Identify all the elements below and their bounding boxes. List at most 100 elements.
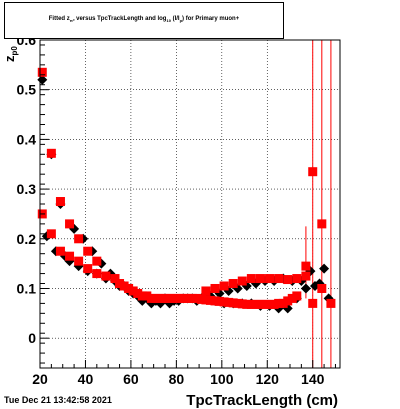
x-tick-label: 80 bbox=[169, 371, 185, 387]
data-point-red bbox=[292, 274, 302, 284]
data-point-red bbox=[201, 295, 211, 305]
data-point-red bbox=[65, 251, 75, 261]
data-point-red bbox=[205, 295, 215, 305]
title-pre: Fitted z bbox=[48, 16, 70, 22]
data-point-red bbox=[160, 293, 170, 303]
data-point-red bbox=[124, 283, 134, 293]
data-point-red bbox=[210, 283, 220, 293]
data-point-red bbox=[269, 299, 279, 309]
data-point-black bbox=[300, 283, 311, 294]
data-point-red bbox=[169, 293, 179, 303]
data-point-red bbox=[237, 276, 247, 286]
x-tick-label: 20 bbox=[32, 371, 48, 387]
data-point-red bbox=[128, 286, 138, 296]
y-tick-label: 0.3 bbox=[17, 181, 37, 197]
data-point-red bbox=[192, 293, 202, 303]
data-point-red bbox=[219, 281, 229, 291]
data-point-red bbox=[233, 298, 243, 308]
data-point-red bbox=[224, 297, 234, 307]
data-point-red bbox=[274, 298, 284, 308]
data-point-red bbox=[151, 293, 161, 303]
data-point-red bbox=[242, 299, 252, 309]
x-tick-label: 120 bbox=[256, 371, 280, 387]
data-point-red bbox=[326, 298, 336, 308]
chart-title: Fitted zπ⁰ versus TpcTrackLength and log… bbox=[5, 16, 283, 23]
data-point-red bbox=[146, 293, 156, 303]
data-point-red bbox=[155, 293, 165, 303]
data-point-red bbox=[274, 274, 284, 284]
y-tick-label: 0.4 bbox=[17, 131, 37, 147]
data-point-red bbox=[55, 246, 65, 256]
y-tick-label: 0.2 bbox=[17, 231, 37, 247]
x-tick-label: 40 bbox=[78, 371, 94, 387]
data-point-red bbox=[65, 219, 75, 229]
title-sub-3: p bbox=[179, 18, 183, 24]
data-point-red bbox=[83, 246, 93, 256]
y-tick-label: 0 bbox=[28, 330, 36, 346]
data-point-red bbox=[183, 293, 193, 303]
x-tick-label: 100 bbox=[210, 371, 234, 387]
data-point-red bbox=[246, 299, 256, 309]
grid-lines bbox=[39, 39, 340, 368]
data-point-red bbox=[165, 293, 175, 303]
data-point-red bbox=[137, 291, 147, 301]
data-point-red bbox=[255, 299, 265, 309]
data-point-red bbox=[92, 256, 102, 266]
data-point-red bbox=[283, 296, 293, 306]
y-tick-label: 0.1 bbox=[17, 280, 37, 296]
data-point-red bbox=[37, 67, 47, 77]
x-tick-label: 140 bbox=[301, 371, 325, 387]
y-axis-label: zp0 bbox=[2, 46, 19, 62]
timestamp: Tue Dec 21 13:42:58 2021 bbox=[4, 395, 112, 405]
y-axis-label-sub: p0 bbox=[10, 46, 19, 56]
data-point-red bbox=[55, 197, 65, 207]
data-point-red bbox=[308, 167, 318, 177]
data-point-red bbox=[278, 298, 288, 308]
data-point-red bbox=[260, 299, 270, 309]
title-mid: versus TpcTrackLength and log bbox=[74, 16, 167, 22]
data-point-red bbox=[46, 229, 56, 239]
data-point-red bbox=[228, 298, 238, 308]
title-post: (I/I bbox=[170, 16, 180, 22]
data-point-red bbox=[317, 283, 327, 293]
y-axis-label-main: z bbox=[2, 55, 17, 62]
data-point-red bbox=[74, 256, 84, 266]
data-point-red bbox=[301, 271, 311, 281]
y-tick-label: 0.5 bbox=[17, 82, 37, 98]
data-point-red bbox=[301, 261, 311, 271]
plot-frame bbox=[39, 39, 341, 369]
data-point-red bbox=[255, 274, 265, 284]
data-point-red bbox=[74, 234, 84, 244]
data-point-red bbox=[110, 274, 120, 284]
data-point-red bbox=[178, 293, 188, 303]
data-point-red bbox=[142, 291, 152, 301]
data-point-red bbox=[265, 299, 275, 309]
title-sub-1: π⁰ bbox=[69, 18, 75, 24]
data-point-red bbox=[215, 296, 225, 306]
data-points bbox=[37, 67, 336, 314]
data-point-red bbox=[196, 294, 206, 304]
x-tick-label: 60 bbox=[123, 371, 139, 387]
data-point-red bbox=[228, 279, 238, 289]
data-point-red bbox=[265, 274, 275, 284]
data-point-red bbox=[92, 269, 102, 279]
data-point-red bbox=[174, 293, 184, 303]
data-point-red bbox=[246, 274, 256, 284]
data-point-red bbox=[115, 279, 125, 289]
data-point-red bbox=[83, 264, 93, 274]
data-point-red bbox=[308, 298, 318, 308]
data-point-red bbox=[133, 288, 143, 298]
data-point-red bbox=[251, 299, 261, 309]
data-point-red bbox=[283, 275, 293, 285]
title-box: Fitted zπ⁰ versus TpcTrackLength and log… bbox=[4, 2, 284, 39]
data-point-red bbox=[317, 219, 327, 229]
data-point-black bbox=[319, 263, 330, 274]
data-point-red bbox=[287, 293, 297, 303]
data-point-red bbox=[237, 299, 247, 309]
title-sub-2: 10 bbox=[166, 18, 171, 24]
data-point-red bbox=[292, 291, 302, 301]
data-point-red bbox=[210, 296, 220, 306]
error-bars bbox=[305, 40, 332, 368]
